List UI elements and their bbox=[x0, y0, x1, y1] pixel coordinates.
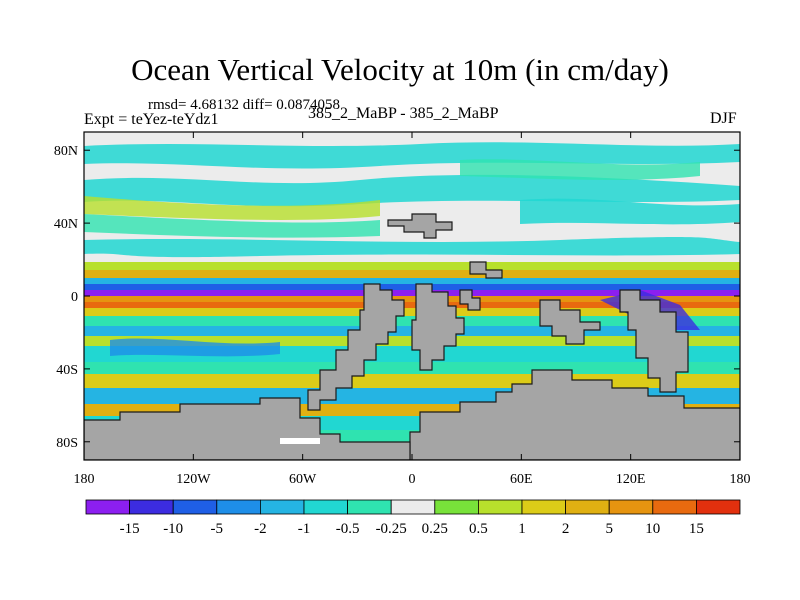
x-tick-label: 0 bbox=[409, 472, 416, 487]
colorbar-swatch bbox=[434, 499, 479, 515]
colorbar-label: 10 bbox=[645, 521, 660, 537]
colorbar-swatch bbox=[303, 499, 348, 515]
y-tick-label: 0 bbox=[71, 290, 78, 305]
colorbar-swatch bbox=[608, 499, 654, 515]
season-label: DJF bbox=[710, 110, 737, 127]
x-tick-label: 180 bbox=[74, 472, 95, 487]
colorbar-label: -10 bbox=[163, 521, 183, 537]
colorbar-swatch bbox=[696, 499, 741, 515]
map-title: Ocean Vertical Velocity at 10m (in cm/da… bbox=[131, 52, 669, 87]
colorbar-label: 5 bbox=[605, 521, 613, 537]
colorbar-swatch bbox=[216, 499, 261, 515]
colorbar-label: 0.5 bbox=[469, 521, 488, 537]
x-tick-label: 60W bbox=[289, 472, 317, 487]
colorbar-label: -5 bbox=[211, 521, 224, 537]
experiment-label: Expt = teYez-teYdz1 bbox=[84, 111, 219, 128]
colorbar-label: -15 bbox=[120, 521, 140, 537]
colorbar-label: 0.25 bbox=[422, 521, 448, 537]
colorbar-label: -0.5 bbox=[336, 521, 360, 537]
x-tick-label: 120E bbox=[616, 472, 646, 487]
ice-shelf bbox=[280, 438, 320, 444]
map-plot-area bbox=[84, 132, 740, 460]
colorbar-label: -2 bbox=[254, 521, 267, 537]
colorbar-swatch bbox=[259, 499, 305, 515]
colorbar-label: 15 bbox=[689, 521, 704, 537]
colorbar-label: -1 bbox=[298, 521, 311, 537]
y-tick-label: 40S bbox=[56, 363, 78, 378]
colorbar-swatch bbox=[565, 499, 610, 515]
colorbar: -15 -10 -5 -2 -1 -0.5 -0.25 0.25 0.5 1 2 5 10 15 bbox=[85, 499, 741, 537]
x-tick-label: 180 bbox=[730, 472, 751, 487]
colorbar-swatch bbox=[347, 499, 392, 515]
x-tick-label: 60E bbox=[510, 472, 533, 487]
colorbar-label: 2 bbox=[562, 521, 570, 537]
colorbar-swatch bbox=[521, 499, 566, 515]
colorbar-label: 1 bbox=[518, 521, 526, 537]
x-axis: 180 120W 60W 0 60E 120E 180 bbox=[74, 132, 751, 487]
colorbar-swatch bbox=[652, 499, 697, 515]
y-axis: 80N 40N 0 40S 80S bbox=[54, 144, 740, 451]
colorbar-swatch bbox=[172, 499, 218, 515]
stats-text: rmsd= 4.68132 diff= 0.0874058 bbox=[148, 97, 341, 113]
colorbar-swatch bbox=[390, 499, 436, 515]
land-masses bbox=[84, 213, 740, 460]
x-tick-label: 120W bbox=[176, 472, 211, 487]
colorbar-swatch bbox=[477, 499, 523, 515]
y-tick-label: 40N bbox=[54, 217, 78, 232]
y-tick-label: 80N bbox=[54, 144, 78, 159]
colorbar-swatch bbox=[129, 499, 174, 515]
colorbar-swatch bbox=[85, 499, 130, 515]
colorbar-label: -0.25 bbox=[376, 521, 407, 537]
y-tick-label: 80S bbox=[56, 436, 78, 451]
subtitle: 385_2_MaBP - 385_2_MaBP bbox=[308, 105, 499, 122]
